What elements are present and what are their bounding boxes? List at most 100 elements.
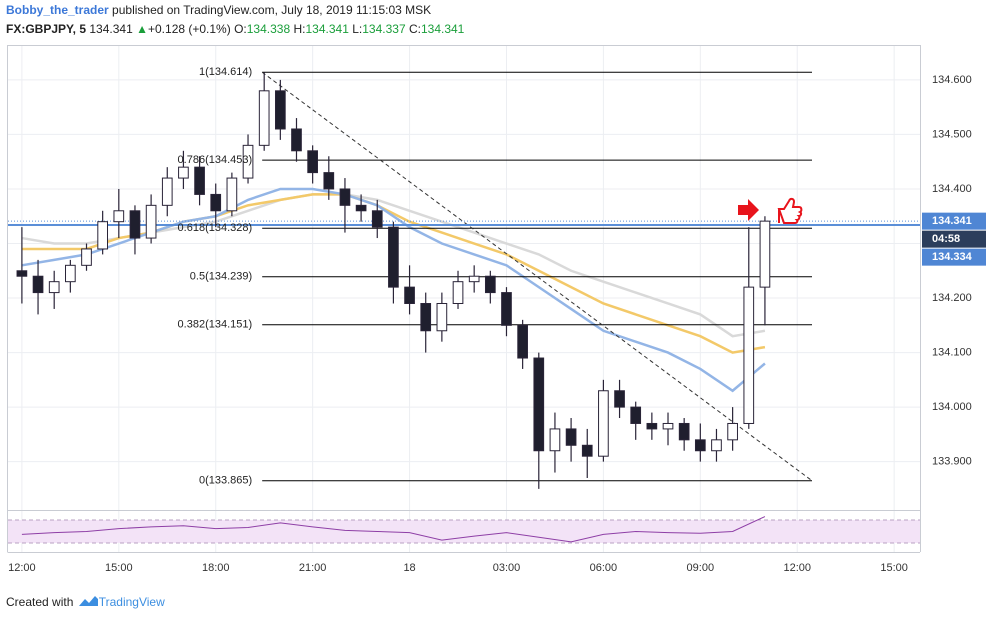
- candle-body: [468, 275, 480, 283]
- x-tick-label: 15:00: [105, 562, 133, 574]
- candle-body: [436, 302, 448, 332]
- candle-body: [614, 390, 625, 408]
- candle-body: [501, 292, 512, 326]
- ohlc-label: C:: [408, 22, 421, 36]
- candle-body: [388, 226, 399, 288]
- x-tick-label: 21:00: [299, 562, 327, 574]
- candle-body: [258, 90, 270, 146]
- ohlc-value: 134.337: [362, 22, 406, 36]
- last-price-label-box: [922, 212, 986, 230]
- footer: Created with TradingView: [6, 592, 165, 609]
- candle-body: [178, 166, 189, 179]
- candle-body: [678, 422, 690, 441]
- candle-body: [339, 188, 351, 206]
- rsi-line: [21, 516, 766, 543]
- fib-label: 0(133.865): [199, 475, 252, 487]
- x-tick-label: 18: [403, 562, 415, 574]
- candle-body: [129, 210, 141, 239]
- candle-body: [420, 302, 432, 332]
- x-tick-label: 15:00: [880, 562, 908, 574]
- candle-body: [113, 210, 125, 223]
- author: Bobby_the_trader: [6, 3, 109, 17]
- candle-body: [48, 281, 60, 294]
- last-price-label: 134.341: [932, 215, 972, 227]
- y-tick-label: 133.900: [932, 456, 972, 468]
- fib-label: 0.382(134.151): [178, 319, 253, 331]
- candle-body: [662, 422, 674, 430]
- plot: [8, 71, 920, 544]
- candle-body: [759, 220, 771, 288]
- x-tick-label: 12:00: [783, 562, 811, 574]
- rsi-band: [8, 520, 920, 543]
- candle-body: [630, 406, 642, 424]
- created-with: Created with: [6, 595, 74, 609]
- candle-body: [274, 90, 286, 130]
- candle-body: [161, 177, 173, 206]
- candle-body: [371, 210, 383, 228]
- fib-label: 0.618(134.328): [178, 222, 253, 234]
- candle-body: [355, 204, 367, 212]
- candle-body: [291, 128, 302, 152]
- candle-body: [16, 270, 28, 277]
- candle-body: [565, 428, 577, 446]
- symbol-line: FX:GBPJPY, 5 134.341 ▲+0.128 (+0.1%) O:1…: [6, 22, 464, 36]
- candle-body: [65, 264, 76, 283]
- candle-body: [694, 439, 706, 452]
- brand: TradingView: [98, 595, 165, 609]
- y-tick-label: 134.200: [932, 292, 972, 304]
- ohlc-value: 134.338: [246, 22, 291, 36]
- candle-body: [145, 204, 157, 239]
- fib-label: 1(134.614): [199, 66, 252, 78]
- x-tick-label: 09:00: [687, 562, 715, 574]
- ohlc-label: H:: [293, 22, 306, 36]
- candle-body: [242, 144, 254, 179]
- fib-label: 0.786(134.453): [178, 154, 253, 166]
- candle-body: [711, 439, 722, 452]
- candle-body: [194, 166, 205, 195]
- candle-body: [210, 193, 222, 212]
- countdown-label-box: [922, 230, 986, 248]
- x-tick-label: 18:00: [202, 562, 230, 574]
- candle-body: [307, 150, 318, 174]
- countdown-label: 04:58: [932, 233, 960, 245]
- ohlc-value: 134.341: [420, 22, 465, 36]
- y-tick-label: 134.000: [932, 401, 972, 413]
- candle-body: [452, 281, 464, 304]
- grid: [8, 45, 920, 552]
- header-line: Bobby_the_trader published on TradingVie…: [6, 3, 431, 17]
- ohlc-label: L:: [352, 22, 363, 36]
- y-tick-label: 134.100: [932, 346, 972, 358]
- ohlc-value: 134.341: [305, 22, 349, 36]
- x-tick-label: 06:00: [590, 562, 618, 574]
- candle-body: [323, 172, 335, 190]
- x-tick-label: 03:00: [493, 562, 521, 574]
- fib-label: 0.5(134.239): [190, 271, 252, 283]
- logo-icon: [78, 596, 98, 606]
- bid-price-label: 134.334: [932, 251, 973, 263]
- published: published on TradingView.com, July 18, 2…: [112, 3, 432, 17]
- y-tick-label: 134.500: [932, 128, 972, 140]
- ohlc-label: O:: [234, 22, 247, 36]
- up-arrow: ▲: [136, 22, 148, 36]
- last: 134.341: [89, 22, 133, 36]
- candle-body: [743, 286, 755, 424]
- arrow-icon: [738, 199, 759, 221]
- y-tick-label: 134.600: [932, 74, 972, 86]
- moving-average: [21, 187, 766, 393]
- candle-body: [549, 428, 561, 452]
- symbol: FX:GBPJPY, 5: [6, 22, 87, 36]
- candle-body: [533, 357, 545, 452]
- candle-body: [727, 422, 738, 441]
- candle-body: [81, 248, 92, 266]
- candle-body: [581, 444, 593, 457]
- candle-body: [646, 422, 658, 430]
- y-tick-label: 134.400: [932, 183, 972, 195]
- candle-body: [484, 275, 496, 294]
- candle-body: [517, 324, 528, 359]
- thumbs-up-icon: [777, 197, 803, 224]
- x-tick-label: 12:00: [8, 562, 36, 574]
- bid-price-label-box: [922, 248, 986, 266]
